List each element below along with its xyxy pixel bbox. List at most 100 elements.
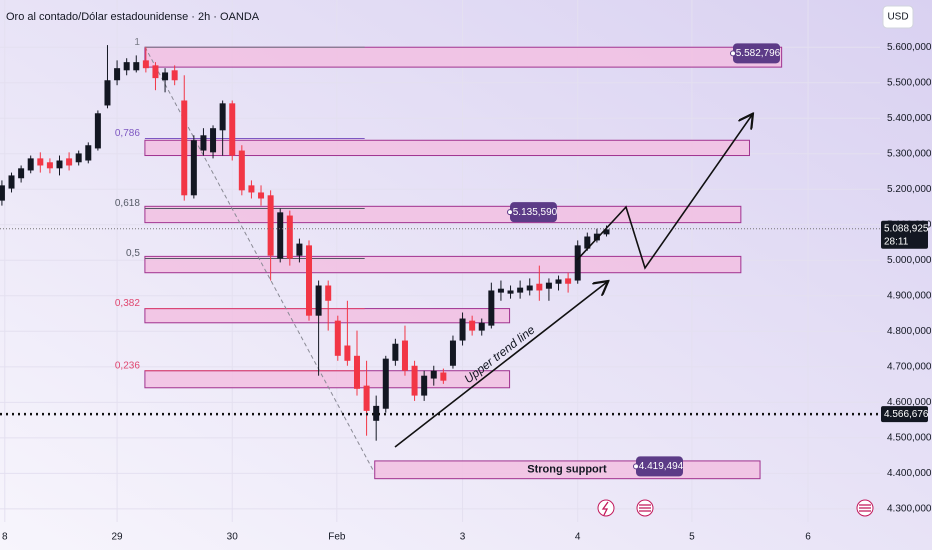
y-tick-label: 5.000,000 <box>887 255 932 266</box>
candle-body <box>37 158 44 166</box>
candle-body <box>267 195 274 256</box>
candle-body <box>171 70 178 81</box>
candle-body <box>104 80 111 106</box>
candle-body <box>142 60 149 69</box>
fib-label: 0,5 <box>126 248 140 259</box>
price-badge <box>510 202 557 223</box>
price-badge <box>733 43 780 64</box>
zone <box>144 255 742 274</box>
candle-body <box>27 158 34 171</box>
zone <box>144 46 783 68</box>
candle-body <box>258 192 265 199</box>
candle-body <box>123 62 130 71</box>
zone <box>144 308 511 324</box>
candle-body <box>449 340 456 366</box>
candle-body <box>152 65 159 79</box>
candle-body <box>497 288 504 293</box>
candle-body <box>526 285 533 291</box>
currency-box[interactable] <box>882 5 914 29</box>
price-axis-badge <box>881 220 928 249</box>
price-axis-badge <box>881 406 928 423</box>
overlays: 5.600,000 5.500,000 5.400,000 5.300,000 5.20… <box>0 42 932 543</box>
y-tick-label: 4.700,000 <box>887 361 932 372</box>
candle-body <box>133 62 140 71</box>
candle-body <box>56 160 63 169</box>
y-tick-label: 4.300,000 <box>887 504 932 515</box>
y-tick-label: 4.900,000 <box>887 290 932 301</box>
candle-body <box>545 282 552 289</box>
y-tick-label: 5.200,000 <box>887 184 932 195</box>
price-badge-label: 5.582,796 <box>736 48 781 59</box>
candle-body <box>162 72 169 81</box>
candle-body <box>421 375 428 396</box>
candle-body <box>219 103 226 131</box>
candle-body <box>517 287 524 293</box>
x-tick-label: Feb <box>328 532 346 543</box>
candle-body <box>85 145 92 161</box>
candle-body <box>94 113 101 149</box>
candle-body <box>248 185 255 193</box>
candle-body <box>66 158 73 166</box>
candle-body <box>459 318 466 341</box>
candles <box>0 45 610 441</box>
candle-body <box>334 320 341 356</box>
candle-body <box>296 243 303 256</box>
candle-body <box>18 168 25 179</box>
event-icon[interactable] <box>597 499 615 517</box>
chart-title: Oro al contado/Dólar estadounidense · 2h… <box>6 11 260 23</box>
candle-body <box>430 370 437 379</box>
candle-body <box>229 103 236 156</box>
price-badge-label: 4.419,494 <box>639 461 684 472</box>
candle-body <box>181 100 188 196</box>
zone-label: Strong support <box>527 464 607 476</box>
price-axis-label: 4.566,676 <box>884 409 929 420</box>
candle-body <box>210 128 217 153</box>
x-tick-label: 4 <box>575 532 581 543</box>
candle-body <box>401 340 408 371</box>
x-tick-label: 29 <box>112 532 124 543</box>
candle-body <box>603 229 610 235</box>
currency: USD <box>887 12 908 23</box>
badge-dot <box>633 463 639 470</box>
candle-body <box>325 285 332 301</box>
candle-body <box>315 285 322 316</box>
candle-body <box>373 405 380 421</box>
y-tick-label: 5.500,000 <box>887 77 932 88</box>
x-tick-label: 5 <box>689 532 695 543</box>
fib-label: 0,382 <box>115 298 140 309</box>
candle-body <box>565 278 572 284</box>
y-tick-label: 4.500,000 <box>887 432 932 443</box>
fib-label: 0,618 <box>115 198 140 209</box>
y-tick-label: 5.600,000 <box>887 42 932 53</box>
price-badge-label: 5.135,590 <box>513 207 558 218</box>
candle-body <box>469 320 476 331</box>
y-tick-label: 5.400,000 <box>887 113 932 124</box>
candle-body <box>46 162 53 169</box>
candle-body <box>0 185 5 201</box>
countdown: 28:11 <box>884 236 909 247</box>
flag-icon-glyph <box>639 504 651 512</box>
candle-body <box>344 345 351 361</box>
badge-dot <box>507 209 513 216</box>
event-icon-glyph <box>601 501 609 516</box>
x-tick-label: 30 <box>227 532 239 543</box>
candle-body <box>306 245 313 316</box>
y-tick-label: 4.400,000 <box>887 468 932 479</box>
x-tick-label: 6 <box>805 532 811 543</box>
price-axis-label: 5.088,925 <box>884 223 929 234</box>
candle-body <box>488 290 495 326</box>
badge-dot <box>730 50 736 57</box>
candle-body <box>382 358 389 409</box>
candle-body <box>114 68 121 81</box>
candle-body <box>190 140 197 196</box>
candle-body <box>593 233 600 241</box>
x-tick-label: 8 <box>2 532 8 543</box>
y-tick-label: 5.300,000 <box>887 148 932 159</box>
candle-body <box>75 153 82 163</box>
candle-body <box>555 279 562 284</box>
zone <box>144 139 750 157</box>
candle-body <box>277 212 284 259</box>
